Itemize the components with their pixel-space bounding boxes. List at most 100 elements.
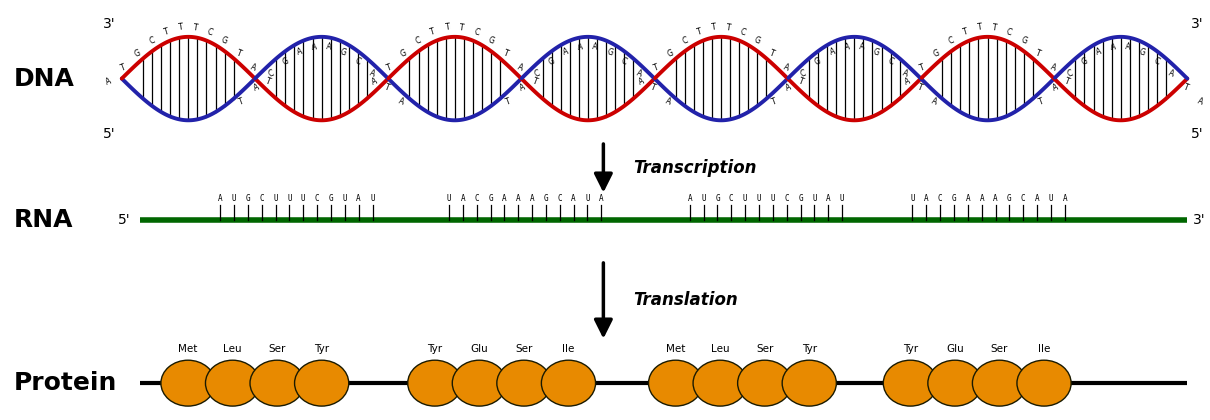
- Text: C: C: [474, 194, 479, 203]
- Text: T: T: [726, 23, 731, 32]
- Text: T: T: [650, 82, 657, 92]
- Text: T: T: [444, 23, 450, 32]
- Text: U: U: [586, 194, 589, 203]
- Text: G: G: [799, 194, 803, 203]
- Ellipse shape: [453, 360, 507, 406]
- Text: T: T: [265, 76, 272, 87]
- Text: U: U: [812, 194, 817, 203]
- Text: Leu: Leu: [223, 344, 242, 354]
- Text: C: C: [534, 68, 541, 79]
- Text: G: G: [872, 47, 880, 58]
- Text: A: A: [397, 97, 405, 107]
- Ellipse shape: [408, 360, 462, 406]
- Text: Ser: Ser: [269, 344, 286, 354]
- Text: T: T: [1182, 82, 1189, 92]
- Text: A: A: [993, 194, 998, 203]
- Ellipse shape: [928, 360, 983, 406]
- Text: A: A: [1125, 42, 1131, 52]
- Text: A: A: [502, 194, 507, 203]
- Text: C: C: [148, 36, 156, 46]
- Text: Tyr: Tyr: [427, 344, 443, 354]
- Text: T: T: [120, 62, 127, 72]
- Text: C: C: [415, 36, 422, 46]
- Text: A: A: [592, 42, 599, 52]
- Text: Glu: Glu: [471, 344, 489, 354]
- Text: C: C: [621, 56, 628, 66]
- Text: G: G: [543, 194, 548, 203]
- Text: G: G: [1081, 56, 1089, 67]
- Text: C: C: [266, 68, 275, 79]
- Text: T: T: [192, 23, 198, 32]
- Text: A: A: [517, 62, 524, 72]
- Text: A: A: [930, 97, 938, 107]
- Text: G: G: [753, 36, 762, 46]
- Text: A: A: [563, 47, 570, 58]
- Text: DNA: DNA: [13, 67, 74, 91]
- Text: A: A: [311, 42, 317, 52]
- Text: T: T: [163, 27, 171, 37]
- Text: T: T: [652, 62, 659, 72]
- Text: G: G: [933, 48, 941, 58]
- Text: Ser: Ser: [515, 344, 532, 354]
- Text: Met: Met: [178, 344, 197, 354]
- Text: C: C: [728, 194, 733, 203]
- Text: A: A: [1168, 68, 1176, 79]
- Text: T: T: [962, 27, 969, 37]
- Text: U: U: [301, 194, 306, 203]
- Text: A: A: [635, 68, 643, 79]
- Text: C: C: [800, 68, 807, 79]
- Text: Ser: Ser: [756, 344, 773, 354]
- Ellipse shape: [497, 360, 551, 406]
- Text: A: A: [530, 194, 535, 203]
- Ellipse shape: [206, 360, 260, 406]
- Ellipse shape: [883, 360, 938, 406]
- Text: C: C: [887, 56, 894, 66]
- Text: G: G: [486, 36, 495, 46]
- Text: C: C: [1153, 56, 1162, 66]
- Text: A: A: [664, 97, 672, 107]
- Ellipse shape: [649, 360, 703, 406]
- Text: A: A: [461, 194, 465, 203]
- Text: C: C: [938, 194, 943, 203]
- Text: 5': 5': [117, 213, 131, 228]
- Text: 3': 3': [103, 17, 116, 31]
- Text: A: A: [901, 68, 909, 79]
- Text: A: A: [296, 47, 304, 58]
- Text: G: G: [1020, 36, 1028, 46]
- Text: T: T: [384, 82, 391, 92]
- Text: G: G: [715, 194, 720, 203]
- Text: G: G: [666, 48, 675, 58]
- Text: G: G: [1139, 47, 1147, 58]
- Text: G: G: [814, 56, 823, 67]
- Text: Glu: Glu: [946, 344, 964, 354]
- Text: T: T: [916, 82, 923, 92]
- Text: U: U: [771, 194, 776, 203]
- Text: A: A: [599, 194, 604, 203]
- Ellipse shape: [541, 360, 595, 406]
- Text: A: A: [979, 194, 984, 203]
- Text: T: T: [768, 48, 776, 58]
- Text: T: T: [711, 23, 716, 32]
- Text: A: A: [370, 76, 379, 87]
- Ellipse shape: [973, 360, 1026, 406]
- Text: T: T: [459, 23, 465, 32]
- Text: A: A: [904, 76, 911, 87]
- Text: A: A: [783, 62, 790, 72]
- Text: G: G: [246, 194, 250, 203]
- Text: A: A: [325, 42, 332, 52]
- Text: T: T: [236, 48, 243, 58]
- Text: A: A: [577, 42, 584, 52]
- Text: A: A: [687, 194, 692, 203]
- Text: Ser: Ser: [991, 344, 1008, 354]
- Text: A: A: [843, 42, 851, 52]
- Text: A: A: [1035, 194, 1039, 203]
- Text: Transcription: Transcription: [634, 159, 757, 177]
- Text: C: C: [681, 36, 688, 46]
- Text: G: G: [133, 48, 142, 58]
- Text: A: A: [218, 194, 223, 203]
- Text: C: C: [558, 194, 561, 203]
- Text: 3': 3': [1193, 213, 1206, 228]
- Text: T: T: [502, 48, 509, 58]
- Text: 5': 5': [103, 126, 116, 141]
- Text: T: T: [992, 23, 998, 32]
